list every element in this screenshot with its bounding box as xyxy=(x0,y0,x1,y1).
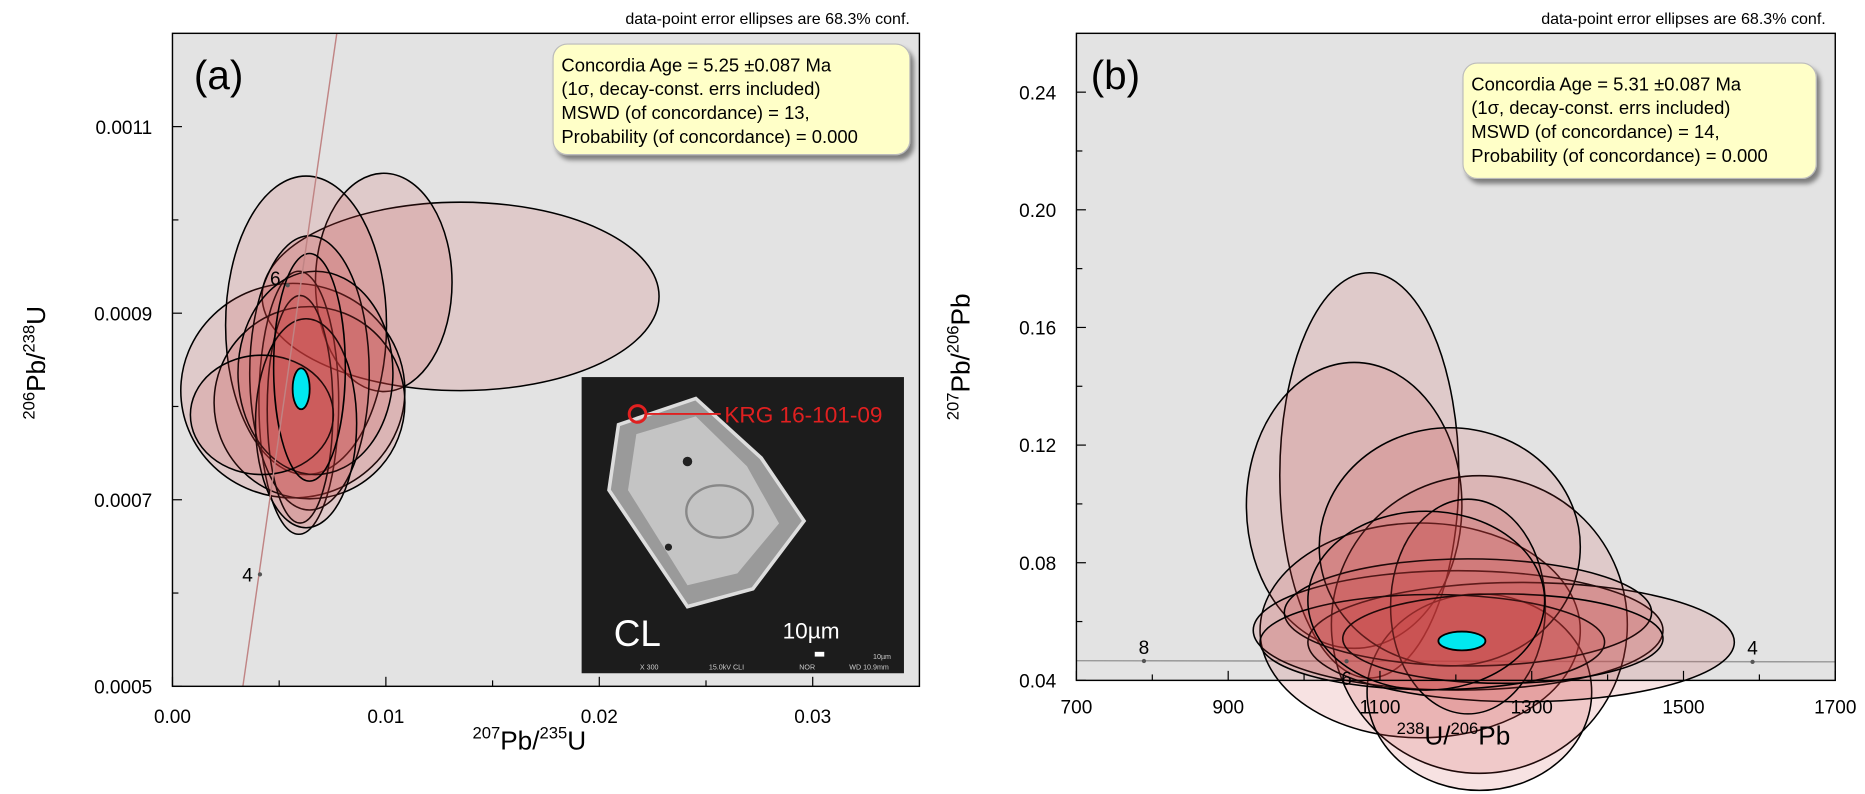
x-axis-label: 207Pb/235U xyxy=(472,724,586,756)
age-label: 6 xyxy=(270,269,281,290)
x-tick-label: 1500 xyxy=(1662,698,1704,719)
label-part: U/ xyxy=(1424,721,1451,751)
y-tick-label: 0.0009 xyxy=(94,304,152,325)
error-ellipse xyxy=(274,253,346,481)
panel-label: (b) xyxy=(1091,52,1140,98)
info-line: Concordia Age = 5.31 ±0.087 Ma xyxy=(1471,73,1741,94)
scale-bar xyxy=(815,652,825,657)
inset-footer: X 300 xyxy=(640,664,659,672)
info-line: (1σ, decay-const. errs included) xyxy=(1471,97,1730,118)
y-tick-label: 0.16 xyxy=(1019,319,1056,340)
scale-label: 10µm xyxy=(783,619,840,644)
superscript: 235 xyxy=(539,724,567,743)
age-label: 6 xyxy=(1341,669,1352,690)
y-tick-label: 0.08 xyxy=(1019,554,1056,575)
y-axis-label: 206Pb/238U xyxy=(19,306,51,420)
label-part: Pb/ xyxy=(945,352,975,392)
error-ellipse xyxy=(1308,511,1545,690)
x-tick-label: 900 xyxy=(1212,698,1244,719)
x-tick-label: 1100 xyxy=(1360,698,1401,719)
inset-footer: 15.0kV CLI xyxy=(709,664,744,672)
info-line: Probability (of concordance) = 0.000 xyxy=(1471,145,1767,166)
inset-footer: WD 10.9mm xyxy=(849,664,889,672)
y-axis-label: 207Pb/206Pb xyxy=(944,293,976,420)
superscript: 238 xyxy=(19,325,38,353)
x-tick-label: 0.01 xyxy=(367,707,404,728)
age-tick xyxy=(1750,660,1754,664)
inclusion xyxy=(683,457,693,467)
label-part: Pb xyxy=(1478,721,1510,751)
note: data-point error ellipses are 68.3% conf… xyxy=(625,10,910,28)
superscript: 238 xyxy=(1397,719,1425,738)
x-tick-label: 1300 xyxy=(1511,698,1553,719)
scale-small: 10µm xyxy=(873,653,891,661)
mode-label: CL xyxy=(614,613,661,654)
y-tick-label: 0.12 xyxy=(1019,436,1056,457)
y-tick-label: 0.04 xyxy=(1019,672,1056,693)
superscript: 206 xyxy=(944,325,963,353)
y-tick-label: 0.0005 xyxy=(94,677,152,698)
label-part: Pb xyxy=(945,293,975,325)
label-part: Pb/ xyxy=(500,725,540,755)
info-line: (1σ, decay-const. errs included) xyxy=(561,78,820,99)
age-tick xyxy=(1142,659,1146,663)
age-tick xyxy=(258,572,262,576)
inset-image: KRG 16-101-09 CL 10µm 10µm X 300 15.0kV … xyxy=(582,377,904,673)
info-line: MSWD (of concordance) = 13, xyxy=(561,102,809,123)
label-part: U xyxy=(21,306,51,325)
age-label: 4 xyxy=(1747,639,1758,660)
age-tick xyxy=(286,283,290,287)
x-tick-label: 0.00 xyxy=(154,707,191,728)
y-tick-label: 0.20 xyxy=(1019,201,1056,222)
label-part: U xyxy=(567,725,586,755)
age-label: 4 xyxy=(242,566,253,587)
y-tick-label: 0.0007 xyxy=(94,491,152,512)
x-tick-label: 1700 xyxy=(1814,698,1856,719)
y-tick-label: 0.24 xyxy=(1019,83,1056,104)
info-line: Concordia Age = 5.25 ±0.087 Ma xyxy=(561,54,831,75)
inset-footer: NOR xyxy=(799,664,815,672)
superscript: 207 xyxy=(472,724,500,743)
note: data-point error ellipses are 68.3% conf… xyxy=(1541,10,1826,28)
inclusion xyxy=(665,544,672,551)
label-part: Pb/ xyxy=(21,352,51,392)
x-tick-label: 0.02 xyxy=(581,707,618,728)
age-tick xyxy=(1344,659,1348,663)
x-tick-label: 0.03 xyxy=(794,707,831,728)
superscript: 206 xyxy=(19,392,38,420)
y-tick-label: 0.0011 xyxy=(95,118,152,139)
info-line: MSWD (of concordance) = 14, xyxy=(1471,121,1719,142)
concordia-age-ellipse xyxy=(1438,632,1485,651)
superscript: 206 xyxy=(1451,719,1479,738)
superscript: 207 xyxy=(944,392,963,420)
figure: 4 6 0.0005 0.0007 0.0009 0.0011 0.00 0.01 0.02 0.… xyxy=(0,0,1865,794)
concordia-age-ellipse xyxy=(293,368,310,409)
x-tick-label: 700 xyxy=(1061,698,1093,719)
age-label: 8 xyxy=(1139,638,1150,659)
panel-label: (a) xyxy=(194,52,243,98)
info-line: Probability (of concordance) = 0.000 xyxy=(561,126,857,147)
sample-label: KRG 16-101-09 xyxy=(724,402,882,427)
